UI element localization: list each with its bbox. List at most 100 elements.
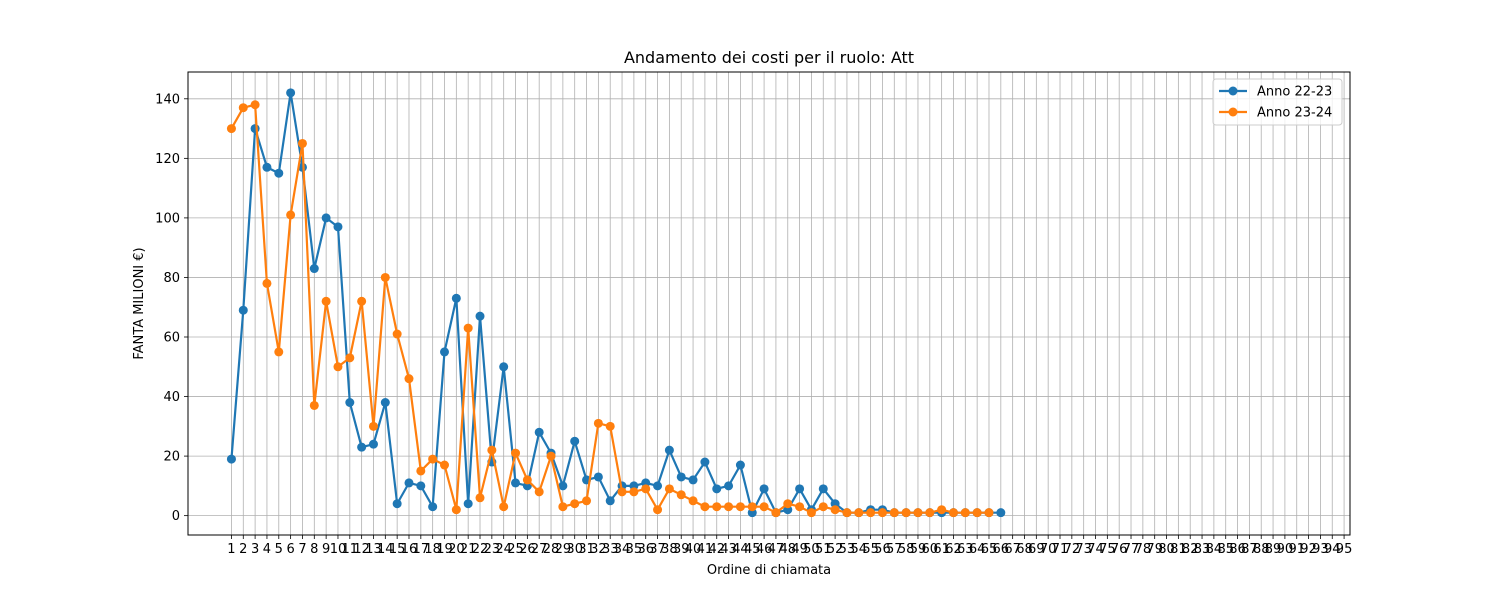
data-point [463,323,473,333]
y-tick-label: 100 [155,211,180,226]
x-tick-label: 37 [649,542,666,557]
data-point [321,213,331,223]
x-tick-label: 83 [1194,542,1211,557]
data-point [889,508,899,518]
x-tick-label: 46 [756,542,773,557]
x-tick-label: 58 [898,542,915,557]
x-tick-label: 49 [791,542,808,557]
data-point [487,445,497,455]
data-point [297,138,307,148]
data-point [428,502,438,512]
x-tick-label: 21 [460,542,477,557]
data-point [250,124,260,134]
data-point [664,484,674,494]
data-point [345,353,355,363]
x-tick-label: 28 [543,542,560,557]
x-tick-label: 88 [1253,542,1270,557]
x-tick-label: 80 [1158,542,1175,557]
x-tick-label: 57 [886,542,903,557]
data-point [475,493,485,503]
x-tick-label: 15 [389,542,406,557]
x-tick-label: 63 [957,542,974,557]
x-tick-label: 92 [1300,542,1317,557]
data-point [463,499,473,509]
data-point [747,502,757,512]
data-point [984,508,994,518]
data-point [416,466,426,476]
legend-entry: Anno 22-23 [1219,85,1332,100]
x-tick-label: 41 [697,542,714,557]
y-tick-label: 40 [163,390,180,405]
data-point [759,484,769,494]
y-tick-label: 80 [163,271,180,286]
x-tick-label: 31 [578,542,595,557]
x-tick-label: 33 [602,542,619,557]
x-tick-label: 82 [1182,542,1199,557]
x-tick-label: 77 [1123,542,1140,557]
plot-frame [187,71,1351,536]
y-tick-label: 140 [155,92,180,107]
x-tick-label: 95 [1336,542,1353,557]
data-point [368,439,378,449]
x-tick-label: 32 [590,542,607,557]
data-point [724,481,734,491]
data-point [286,210,296,220]
data-point [972,508,982,518]
x-tick-label: 4 [263,542,271,557]
x-tick-label: 35 [626,542,643,557]
x-tick-label: 29 [555,542,572,557]
x-tick-label: 75 [1099,542,1116,557]
data-point [593,418,603,428]
data-point [392,499,402,509]
data-point [238,305,248,315]
x-tick-label: 16 [401,542,418,557]
x-tick-label: 30 [566,542,583,557]
x-tick-label: 90 [1277,542,1294,557]
data-point [404,374,414,384]
x-tick-label: 84 [1206,542,1223,557]
data-point [534,487,544,497]
x-tick-label: 10 [330,542,347,557]
data-point [854,508,864,518]
data-point [428,454,438,464]
data-point [735,460,745,470]
y-axis: 0 20 40 60 80 100 120 140 [155,92,188,524]
y-axis-label: FANTA MILIONI €) [132,247,147,359]
x-tick-label: 8 [310,542,318,557]
data-point [570,499,580,509]
x-tick-label: 26 [519,542,536,557]
y-tick-label: 60 [163,330,180,345]
series-layer [226,88,1006,518]
x-tick-label: 13 [365,542,382,557]
data-point [333,222,343,232]
data-point [511,448,521,458]
x-tick-label: 93 [1312,542,1329,557]
data-point [937,505,947,515]
legend-marker [1228,107,1238,117]
data-point [238,103,248,113]
data-point [629,487,639,497]
x-tick-label: 6 [286,542,294,557]
x-tick-label: 73 [1075,542,1092,557]
x-tick-label: 45 [744,542,761,557]
x-tick-label: 51 [815,542,832,557]
x-tick-label: 62 [945,542,962,557]
x-tick-label: 47 [768,542,785,557]
x-tick-label: 40 [685,542,702,557]
data-point [795,502,805,512]
x-tick-label: 60 [922,542,939,557]
x-tick-label: 55 [862,542,879,557]
data-point [901,508,911,518]
x-tick-label: 52 [827,542,844,557]
data-point [226,124,236,134]
x-tick-label: 12 [353,542,370,557]
x-tick-label: 39 [673,542,690,557]
data-point [570,436,580,446]
x-tick-label: 1 [227,542,235,557]
x-tick-label: 56 [874,542,891,557]
x-tick-label: 79 [1146,542,1163,557]
x-tick-label: 59 [910,542,927,557]
legend-label: Anno 23-24 [1257,106,1332,121]
x-tick-label: 19 [436,542,453,557]
